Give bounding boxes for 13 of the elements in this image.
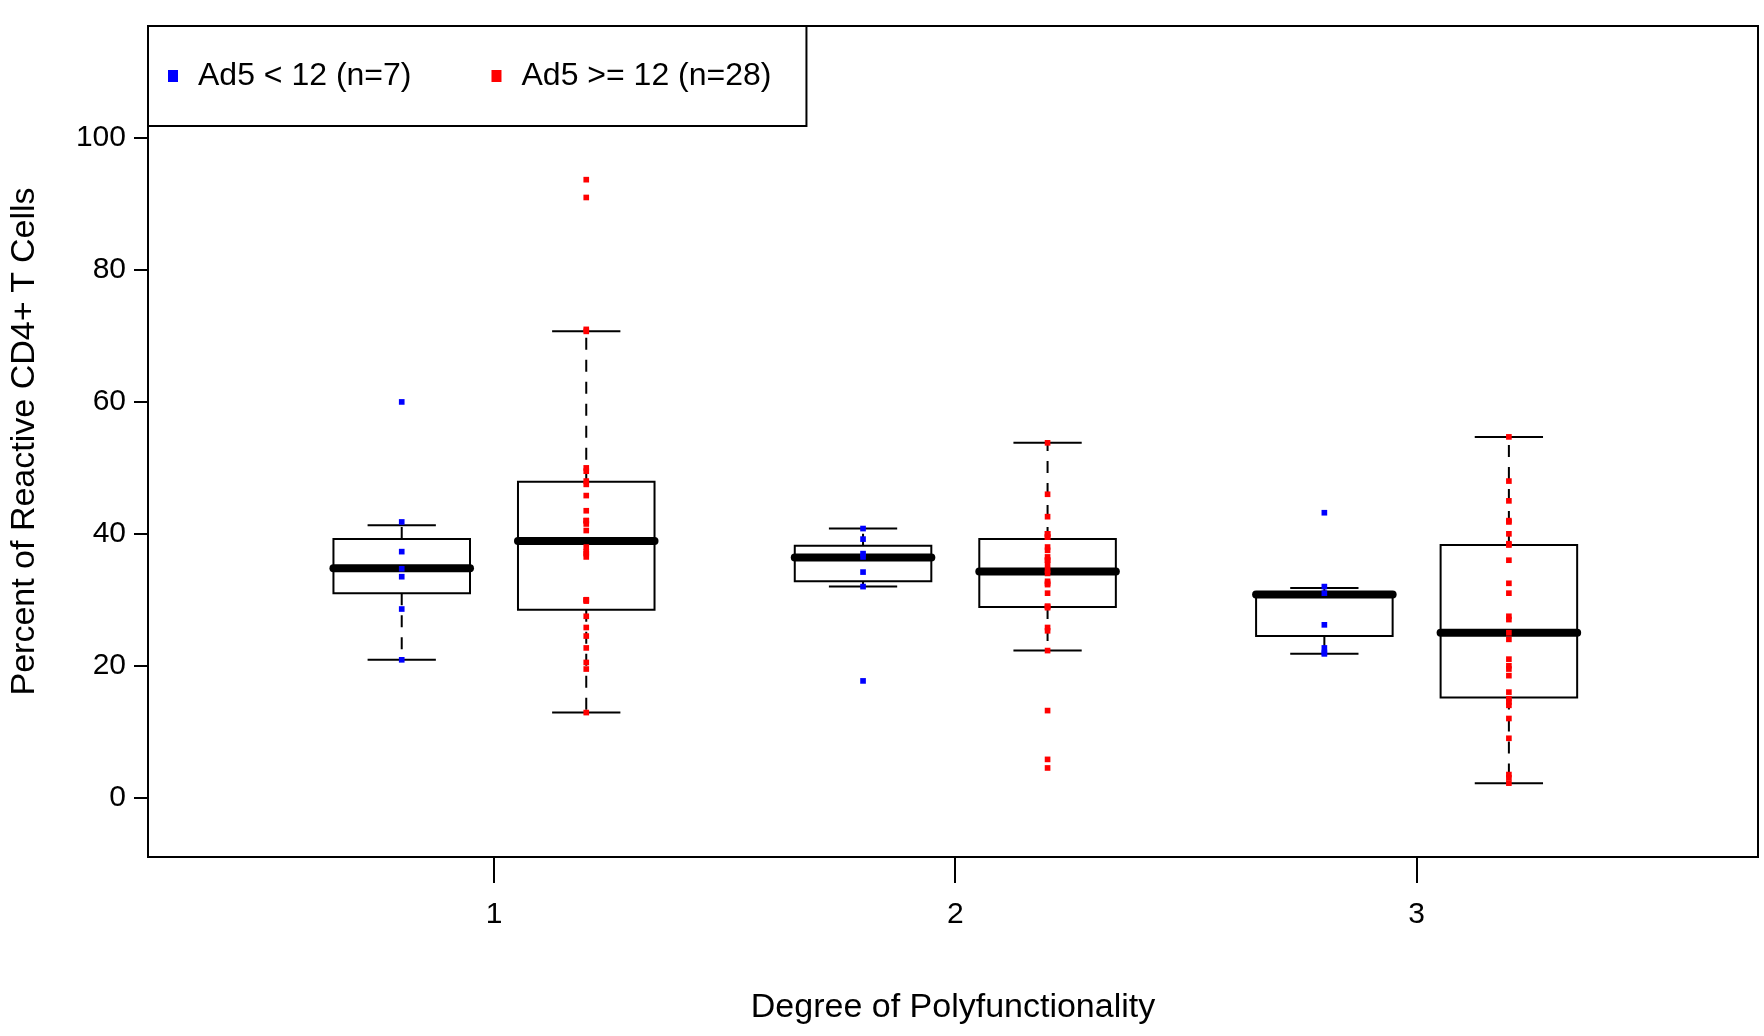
y-tick-label: 60 [92, 383, 126, 417]
legend-label: Ad5 < 12 (n=7) [198, 55, 412, 92]
y-tick-label: 100 [75, 119, 126, 153]
x-axis-title: Degree of Polyfunctionality [750, 985, 1156, 1024]
y-tick-label: 80 [92, 251, 126, 285]
y-tick-label: 20 [92, 647, 126, 680]
y-axis-title: Percent of Reactive CD4+ T Cells [2, 187, 41, 696]
y-tick-label: 0 [109, 778, 126, 812]
x-tick-label: 1 [485, 896, 503, 930]
x-tick-label: 3 [1408, 896, 1425, 930]
y-tick-label: 40 [92, 515, 126, 549]
x-tick-label: 2 [946, 896, 964, 930]
legend-label: Ad5 >= 12 (n=28) [521, 55, 772, 92]
